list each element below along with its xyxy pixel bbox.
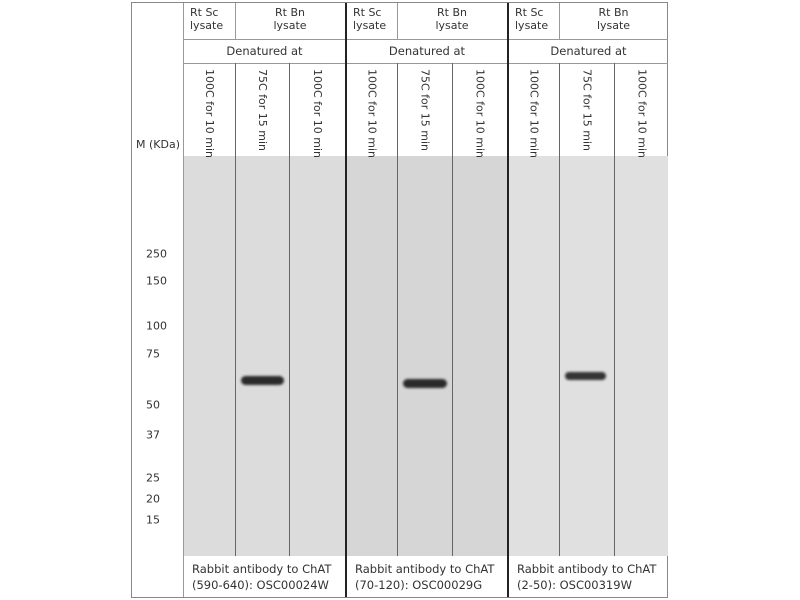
lane-1: 100C for 10 min (347, 63, 397, 556)
lane-2: 75C for 15 min (235, 63, 289, 556)
lane-label: 100C for 10 min (311, 69, 324, 159)
lane-1: 100C for 10 min (509, 63, 559, 556)
marker-label: 37 (146, 428, 160, 442)
sample-label: Rt Bn (437, 6, 467, 19)
marker-label: 25 (146, 471, 160, 485)
lane-2: 75C for 15 min (559, 63, 614, 556)
marker-label: 15 (146, 513, 160, 527)
lane-label: 100C for 10 min (527, 69, 541, 159)
sample-label: lysate (190, 19, 224, 32)
blot-panel-1: Rt Sc lysate Rt Bn lysate Denatured at 100… (183, 3, 345, 597)
lane-3: 100C for 10 min (289, 63, 345, 556)
caption-line: (2-50): OSC00319W (517, 578, 632, 592)
protein-band (241, 376, 284, 385)
sample-label: Rt Sc (190, 6, 219, 19)
sample-label: lysate (596, 19, 631, 32)
denatured-header: Denatured at (184, 39, 345, 64)
lane-2: 75C for 15 min (397, 63, 452, 556)
marker-label: 75 (146, 347, 160, 361)
blot-image (509, 156, 668, 556)
lane-3: 100C for 10 min (452, 63, 507, 556)
sample-label: Rt Sc (515, 6, 544, 19)
blot-image (184, 156, 345, 556)
denatured-header: Denatured at (509, 39, 668, 64)
lane-label: 100C for 10 min (203, 69, 216, 159)
sample-label: lysate (515, 19, 549, 32)
antibody-caption: Rabbit antibody to ChAT (590-640): OSC000… (184, 556, 345, 597)
sample-label: Rt Sc (353, 6, 382, 19)
denatured-header: Denatured at (347, 39, 507, 64)
lane-3: 100C for 10 min (614, 63, 669, 556)
sample-label: lysate (435, 19, 469, 32)
lane-label: 100C for 10 min (365, 69, 379, 159)
marker-label: 150 (146, 274, 167, 288)
caption-line: Rabbit antibody to ChAT (517, 562, 657, 576)
lane-label: 100C for 10 min (473, 69, 487, 159)
western-blot-figure: M (KDa) 250 150 100 75 50 37 25 20 15 Rt… (131, 2, 668, 598)
protein-band (565, 372, 606, 380)
lane-label: 100C for 10 min (635, 69, 649, 159)
antibody-caption: Rabbit antibody to ChAT (70-120): OSC0002… (347, 556, 507, 597)
sample-header: Rt Sc lysate Rt Bn lysate (184, 3, 345, 40)
caption-line: (590-640): OSC00024W (192, 578, 329, 592)
sample-label: lysate (353, 19, 387, 32)
lane-label: 75C for 15 min (580, 69, 594, 152)
marker-label: 250 (146, 247, 167, 261)
sample-header: Rt Sc lysate Rt Bn lysate (509, 3, 668, 40)
caption-line: (70-120): OSC00029G (355, 578, 483, 592)
axis-label: M (KDa) (136, 138, 180, 151)
lane-label: 75C for 15 min (418, 69, 432, 152)
sample-header: Rt Sc lysate Rt Bn lysate (347, 3, 507, 40)
lane-1: 100C for 10 min (184, 63, 235, 556)
sample-label: lysate (273, 19, 307, 32)
lane-label: 75C for 15 min (256, 69, 269, 152)
marker-label: 100 (146, 319, 167, 333)
caption-line: Rabbit antibody to ChAT (192, 562, 332, 576)
protein-band (403, 379, 447, 388)
blot-image (347, 156, 507, 556)
caption-line: Rabbit antibody to ChAT (355, 562, 495, 576)
sample-label: Rt Bn (275, 6, 305, 19)
marker-label: 50 (146, 398, 160, 412)
marker-label: 20 (146, 492, 160, 506)
antibody-caption: Rabbit antibody to ChAT (2-50): OSC00319W (509, 556, 668, 597)
blot-panel-3: Rt Sc lysate Rt Bn lysate Denatured at 100… (507, 3, 668, 597)
blot-panel-2: Rt Sc lysate Rt Bn lysate Denatured at 100… (345, 3, 507, 597)
sample-label: Rt Bn (598, 6, 629, 19)
